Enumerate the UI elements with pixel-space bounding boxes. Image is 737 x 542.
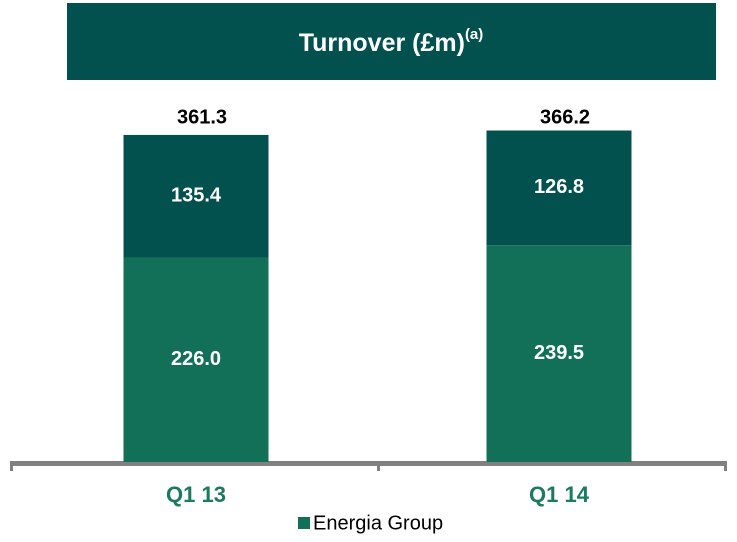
bar-segment — [123, 134, 269, 258]
legend-label: Energia Group — [313, 512, 443, 534]
chart-title: Turnover (£m)(a) — [299, 26, 484, 57]
bar-segment — [123, 257, 269, 462]
axis-tick — [724, 461, 727, 471]
bar-segment — [486, 245, 632, 462]
title-box — [67, 3, 716, 80]
value-label: 126.8 — [534, 176, 584, 198]
bar-segment — [486, 130, 632, 246]
legend-swatch — [298, 517, 310, 529]
baseline — [10, 461, 727, 466]
title-main: Turnover (£m) — [299, 29, 465, 57]
x-tick-label: Q1 13 — [166, 482, 226, 507]
value-label: 226.0 — [171, 348, 221, 370]
total-label: 366.2 — [540, 106, 590, 128]
value-label: 239.5 — [534, 342, 584, 364]
axis-tick — [10, 461, 13, 471]
title-superscript: (a) — [465, 26, 483, 43]
value-label: 135.4 — [171, 184, 222, 206]
total-label: 361.3 — [177, 106, 227, 128]
axis-tick — [377, 461, 380, 471]
x-tick-label: Q1 14 — [529, 482, 590, 507]
